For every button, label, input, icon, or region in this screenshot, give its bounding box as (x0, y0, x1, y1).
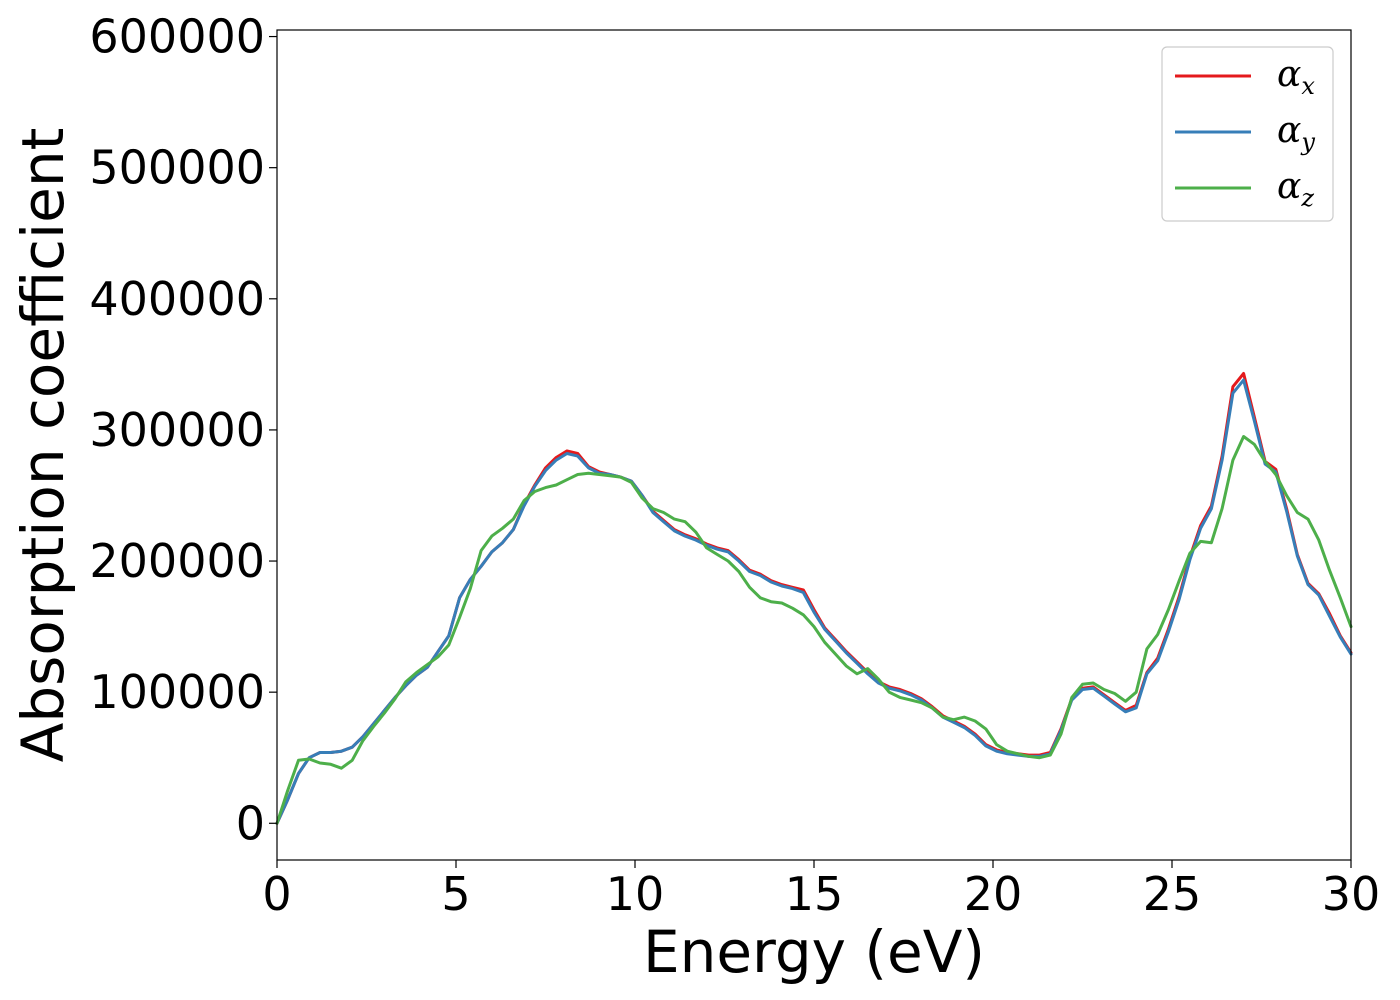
x-tick-label: 5 (441, 867, 470, 921)
legend-box (1161, 46, 1334, 222)
y-tick-label: 500000 (89, 141, 265, 195)
y-tick-label: 200000 (89, 534, 265, 588)
legend-label-y: αy (1277, 110, 1315, 156)
y-tick-label: 0 (236, 796, 265, 850)
legend-label-x: αx (1277, 54, 1315, 100)
series-line-z (275, 435, 1353, 825)
legend-label-z: αz (1277, 166, 1314, 212)
x-tick-label: 30 (1322, 867, 1381, 921)
x-tick-label: 10 (606, 867, 665, 921)
y-tick-label: 400000 (89, 272, 265, 326)
x-axis-label: Energy (eV) (643, 918, 985, 986)
x-tick-label: 15 (785, 867, 844, 921)
legend: αx αy αz (1161, 46, 1334, 222)
x-tick-label: 0 (262, 867, 291, 921)
y-axis-label: Absorption coefficient (9, 128, 77, 763)
series-layer (275, 372, 1353, 825)
y-axis: 0 100000 200000 300000 400000 500000 600000 (89, 10, 277, 850)
x-tick-label: 25 (1143, 867, 1202, 921)
y-tick-label: 300000 (89, 403, 265, 457)
y-tick-label: 600000 (89, 10, 265, 64)
y-tick-label: 100000 (89, 665, 265, 719)
series-line-y (275, 378, 1353, 825)
x-tick-label: 20 (964, 867, 1023, 921)
x-axis: 0 5 10 15 20 25 30 (262, 860, 1380, 921)
